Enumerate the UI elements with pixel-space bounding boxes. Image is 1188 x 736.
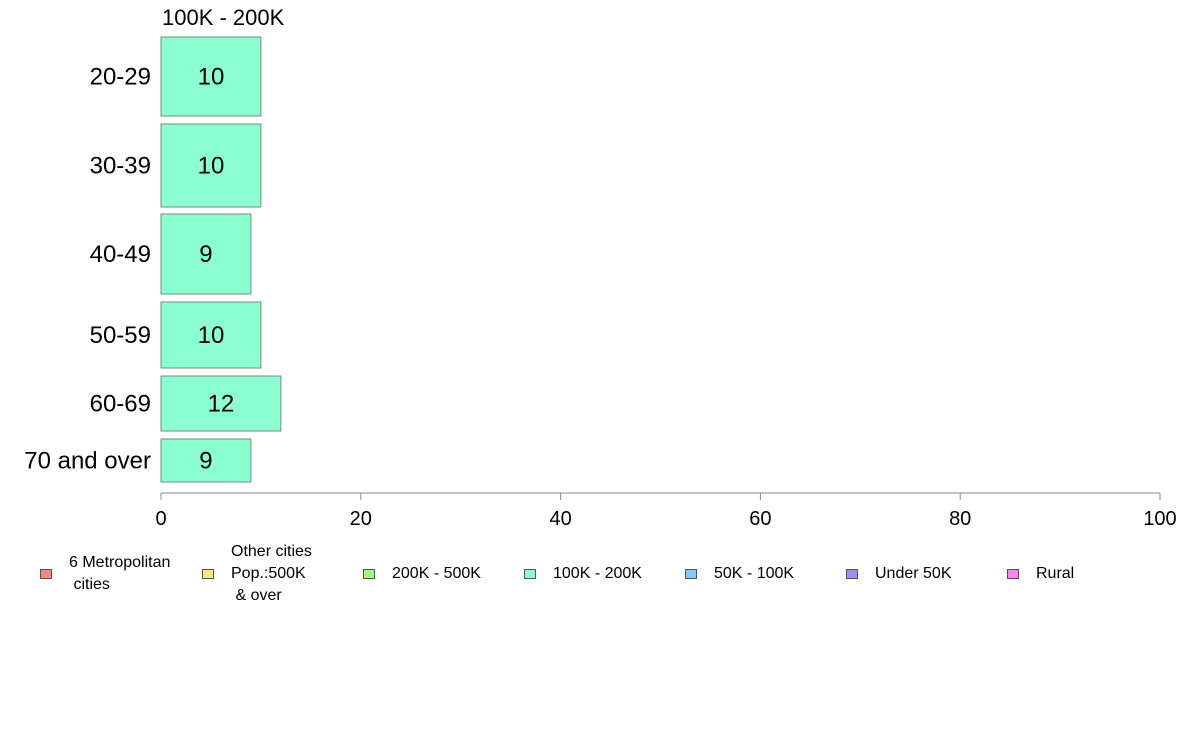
legend-label: Other cities Pop.:500K & over [231, 543, 312, 604]
x-tick-label: 80 [949, 508, 971, 530]
legend-label: Under 50K [875, 565, 952, 582]
panel-title: 100K - 200K [162, 5, 285, 30]
legend-swatch [40, 569, 52, 579]
bar-value-label: 10 [198, 64, 225, 91]
bar-value-label: 10 [198, 153, 225, 180]
legend-label: 6 Metropolitan cities [69, 554, 171, 593]
category-label: 70 and over [24, 448, 151, 475]
legend-swatch [685, 569, 697, 579]
legend: 6 Metropolitan cities Other cities Pop.:5… [0, 540, 1188, 620]
legend-swatch [524, 569, 536, 579]
legend-label: Rural [1036, 565, 1075, 582]
x-tick-label: 20 [350, 508, 372, 530]
category-label: 30-39 [90, 153, 151, 180]
bar-1 [160, 123, 262, 208]
category-label: 20-29 [90, 64, 151, 91]
bar-chart: 100K - 200K 10 10 9 10 12 9 20-29 30-39 40-49 50… [24, 5, 1177, 530]
legend-label: 50K - 100K [714, 565, 795, 582]
x-axis: 0 20 40 60 80 100 [155, 492, 1177, 530]
legend-swatch [846, 569, 858, 579]
x-tick-label: 60 [749, 508, 771, 530]
x-tick-label: 100 [1143, 508, 1176, 530]
bar-value-label: 9 [199, 448, 212, 475]
category-label: 60-69 [90, 391, 151, 418]
legend-label: 100K - 200K [553, 565, 642, 582]
x-tick-label: 40 [549, 508, 571, 530]
bar-3 [160, 301, 262, 369]
bar-4 [160, 375, 282, 432]
legend-swatch [1007, 569, 1019, 579]
bar-value-label: 10 [198, 322, 225, 349]
bar-value-label: 9 [199, 241, 212, 268]
category-labels: 20-29 30-39 40-49 50-59 60-69 70 and over [24, 64, 151, 475]
category-label: 40-49 [90, 241, 151, 268]
bar-value-label: 12 [208, 391, 235, 418]
category-label: 50-59 [90, 322, 151, 349]
bar-2 [160, 213, 252, 295]
legend-label: 200K - 500K [392, 565, 481, 582]
bar-0 [160, 36, 262, 117]
bar-5 [160, 438, 252, 483]
legend-swatch [202, 569, 214, 579]
legend-swatch [363, 569, 375, 579]
bars-group: 10 10 9 10 12 9 [160, 36, 282, 483]
x-tick-label: 0 [155, 508, 166, 530]
